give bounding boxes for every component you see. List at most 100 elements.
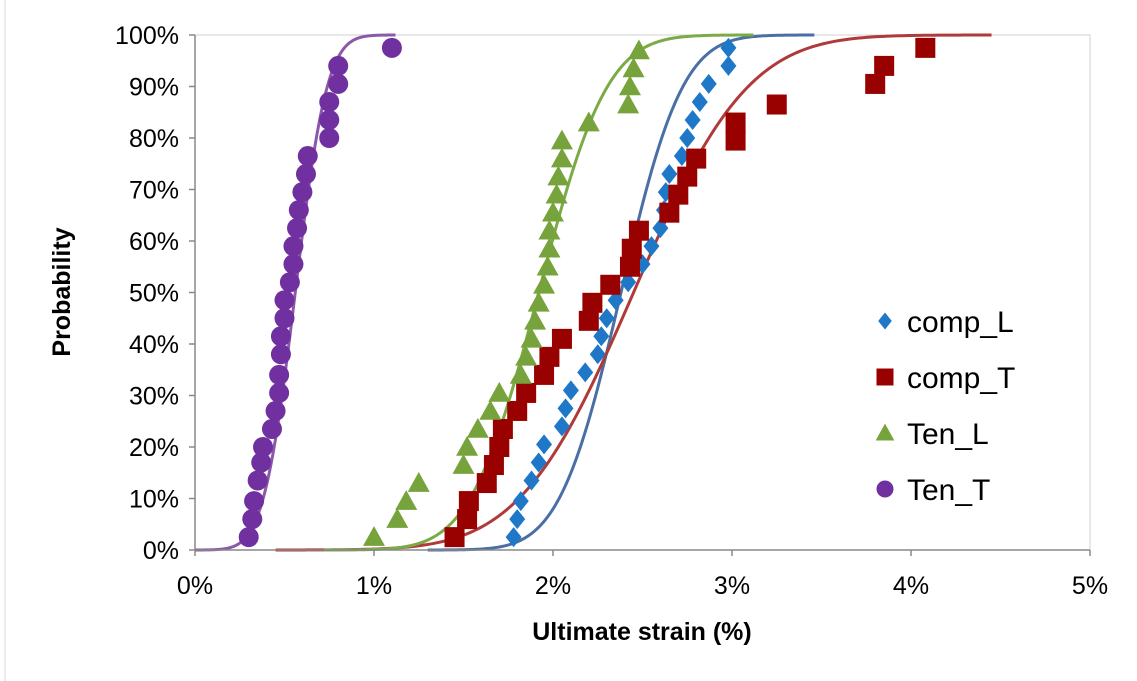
legend: comp_L comp_T Ten_L Ten_T bbox=[875, 306, 1015, 507]
marker-comp_L bbox=[505, 527, 522, 548]
marker-comp_T bbox=[489, 437, 510, 457]
marker-comp_L bbox=[661, 164, 678, 185]
marker-Ten_T bbox=[319, 91, 340, 112]
marker-comp_T bbox=[476, 473, 497, 494]
marker-comp_T bbox=[668, 184, 689, 205]
marker-Ten_L bbox=[466, 417, 489, 438]
marker-comp_L bbox=[562, 380, 579, 401]
marker-Ten_L bbox=[538, 219, 561, 240]
marker-comp_T bbox=[915, 37, 936, 58]
marker-Ten_L bbox=[550, 129, 573, 150]
marker-comp_L bbox=[523, 470, 540, 491]
marker-Ten_L bbox=[456, 436, 479, 456]
marker-Ten_T bbox=[269, 364, 290, 385]
marker-Ten_T bbox=[279, 272, 300, 293]
plot-area bbox=[194, 33, 1091, 552]
legend-marker-Ten_T bbox=[876, 480, 894, 498]
marker-comp_T bbox=[444, 527, 465, 548]
marker-comp_T bbox=[492, 418, 513, 439]
y-tick-label: 0% bbox=[143, 537, 179, 565]
marker-Ten_L bbox=[488, 381, 511, 402]
y-axis-title: Probability bbox=[48, 227, 76, 356]
marker-Ten_L bbox=[550, 147, 573, 168]
x-tick-label: 5% bbox=[1072, 572, 1108, 600]
marker-Ten_T bbox=[319, 128, 340, 148]
marker-comp_T bbox=[534, 364, 555, 385]
legend-marker-Ten_L bbox=[875, 423, 895, 441]
marker-Ten_T bbox=[269, 382, 290, 403]
legend-marker-comp_L bbox=[878, 312, 892, 330]
marker-comp_L bbox=[509, 509, 526, 530]
y-tick-label: 10% bbox=[129, 486, 179, 514]
fit-curve-comp_L bbox=[427, 33, 815, 552]
marker-Ten_T bbox=[283, 254, 304, 275]
marker-comp_T bbox=[628, 220, 649, 241]
marker-Ten_T bbox=[274, 290, 295, 311]
marker-Ten_T bbox=[283, 236, 304, 257]
marker-comp_T bbox=[621, 238, 642, 259]
marker-Ten_L bbox=[527, 291, 550, 312]
fit-curves bbox=[195, 33, 992, 552]
marker-comp_T bbox=[725, 112, 746, 133]
marker-comp_T bbox=[725, 130, 746, 151]
marker-Ten_T bbox=[288, 200, 309, 221]
legend-label-comp_L: comp_L bbox=[907, 306, 1014, 339]
marker-Ten_T bbox=[270, 326, 291, 347]
marker-Ten_T bbox=[244, 491, 265, 512]
y-tick-label: 70% bbox=[129, 177, 179, 205]
data-markers bbox=[238, 37, 936, 548]
marker-comp_L bbox=[684, 109, 701, 130]
marker-comp_L bbox=[679, 128, 696, 148]
marker-Ten_T bbox=[265, 400, 286, 421]
marker-Ten_T bbox=[381, 37, 402, 58]
marker-comp_L bbox=[553, 416, 570, 437]
y-axis: 0% 10% 20% 30% 40% 50% 60% 70% 80% 90% 100% bbox=[115, 22, 196, 565]
marker-Ten_L bbox=[577, 111, 600, 132]
marker-comp_T bbox=[516, 382, 537, 403]
marker-Ten_L bbox=[363, 526, 385, 546]
legend-label-Ten_L: Ten_L bbox=[907, 418, 989, 451]
marker-comp_T bbox=[600, 274, 621, 295]
marker-comp_L bbox=[607, 290, 624, 311]
marker-Ten_L bbox=[627, 39, 650, 60]
marker-comp_L bbox=[512, 491, 529, 512]
legend-label-Ten_T: Ten_T bbox=[907, 474, 990, 507]
marker-comp_T bbox=[458, 491, 479, 512]
marker-comp_L bbox=[620, 272, 637, 293]
marker-comp_T bbox=[539, 346, 560, 367]
marker-Ten_T bbox=[292, 182, 313, 203]
marker-Ten_L bbox=[479, 399, 502, 420]
marker-comp_L bbox=[593, 326, 610, 347]
marker-Ten_L bbox=[545, 183, 568, 204]
marker-comp_T bbox=[483, 455, 504, 476]
marker-comp_T bbox=[874, 55, 895, 76]
marker-comp_T bbox=[507, 400, 528, 421]
marker-Ten_T bbox=[242, 509, 263, 530]
marker-comp_L bbox=[589, 344, 606, 365]
marker-Ten_L bbox=[617, 93, 640, 114]
marker-Ten_T bbox=[247, 470, 268, 491]
marker-Ten_L bbox=[547, 165, 570, 186]
marker-Ten_L bbox=[386, 508, 409, 528]
marker-comp_T bbox=[619, 256, 640, 277]
y-tick-label: 30% bbox=[129, 383, 179, 411]
marker-comp_L bbox=[720, 37, 737, 58]
marker-comp_L bbox=[577, 362, 594, 383]
x-tick-label: 2% bbox=[535, 572, 571, 600]
marker-Ten_L bbox=[533, 273, 556, 294]
y-tick-label: 50% bbox=[129, 280, 179, 308]
marker-Ten_T bbox=[287, 218, 308, 239]
marker-Ten_L bbox=[622, 57, 645, 78]
marker-Ten_L bbox=[407, 472, 430, 492]
y-tick-label: 80% bbox=[129, 125, 179, 153]
marker-Ten_T bbox=[295, 164, 316, 185]
y-tick-label: 20% bbox=[129, 434, 179, 462]
marker-comp_T bbox=[551, 328, 572, 349]
x-tick-label: 0% bbox=[177, 572, 213, 600]
legend-label-comp_T: comp_T bbox=[907, 362, 1015, 395]
fit-curve-Ten_T bbox=[195, 33, 396, 552]
marker-Ten_L bbox=[520, 327, 543, 348]
marker-Ten_T bbox=[261, 418, 282, 439]
legend-marker-comp_T bbox=[876, 368, 894, 386]
marker-Ten_L bbox=[538, 237, 561, 258]
